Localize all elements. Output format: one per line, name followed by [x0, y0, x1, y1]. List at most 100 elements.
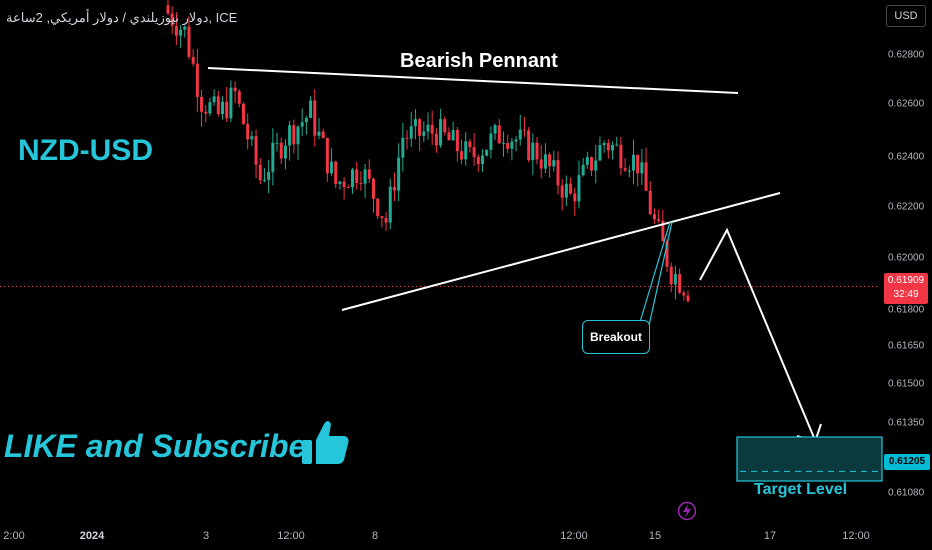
pennant-upper-line — [207, 67, 739, 94]
candle-body — [367, 169, 371, 179]
x-tick-label: 12:00 — [277, 530, 305, 542]
candle-body — [208, 102, 212, 114]
x-tick-label: 8 — [371, 530, 379, 542]
candle-body — [451, 129, 455, 141]
candle-body — [686, 295, 690, 302]
candle-body — [317, 131, 321, 136]
candle-body — [204, 111, 208, 114]
candle-body — [183, 26, 187, 30]
candle-body — [334, 161, 338, 185]
candle-body — [640, 162, 644, 174]
candle-body — [439, 119, 443, 146]
candle-body — [262, 179, 266, 181]
symbol-header[interactable]: دولار نيوزيلندي / دولار أمريكي, 2ساعة, I… — [6, 10, 238, 25]
candle-body — [397, 157, 401, 191]
x-tick-label: 2:00 — [3, 530, 25, 542]
countdown-value: 32:49 — [893, 289, 919, 300]
candle-body — [225, 101, 229, 119]
y-tick-label: 0.61080 — [888, 487, 925, 499]
y-tick-label: 0.62000 — [888, 252, 925, 264]
candle-body — [304, 117, 308, 123]
candle-body — [577, 175, 581, 202]
currency-button[interactable]: USD — [886, 5, 926, 27]
candle-body — [426, 124, 430, 132]
candle-body — [506, 143, 510, 149]
candle-body — [673, 274, 677, 285]
candle-body — [296, 126, 300, 145]
candle-body — [174, 25, 178, 36]
candle-body — [481, 155, 485, 165]
y-tick-label: 0.62400 — [888, 151, 925, 163]
candle-body — [216, 96, 220, 115]
current-price-value: 0.61909 — [887, 275, 925, 286]
candle-body — [598, 145, 602, 161]
candle-body — [355, 169, 359, 184]
candle-body — [611, 144, 615, 151]
y-tick-label: 0.62800 — [888, 49, 925, 61]
candle-body — [594, 160, 598, 171]
candle-body — [221, 101, 225, 115]
candle-body — [652, 214, 656, 220]
candle-body — [187, 26, 191, 57]
candle-body — [321, 131, 325, 138]
candle-body — [564, 183, 568, 198]
candle-body — [166, 5, 170, 14]
candle-body — [330, 161, 334, 174]
candle-body — [493, 125, 497, 134]
candle-body — [258, 164, 262, 181]
candle-body — [627, 170, 631, 172]
cta-text: LIKE and Subscribe — [4, 428, 307, 464]
candle-body — [237, 91, 241, 104]
candle-body — [581, 164, 585, 176]
candle-body — [191, 56, 195, 64]
candle-body — [200, 96, 204, 112]
candle-body — [518, 129, 522, 140]
candle-body — [267, 171, 271, 180]
target-level-label: Target Level — [754, 481, 848, 498]
candle-body — [556, 160, 560, 186]
candle-body — [552, 160, 556, 167]
candle-body — [392, 186, 396, 191]
candle-body — [195, 63, 199, 97]
candle-body — [380, 216, 384, 219]
candle-body — [657, 219, 661, 221]
candle-body — [522, 129, 526, 131]
candle-body — [497, 125, 501, 144]
candle-body — [661, 220, 665, 242]
y-tick-label: 0.61800 — [888, 304, 925, 316]
candle-body — [669, 266, 673, 285]
y-tick-label: 0.62600 — [888, 98, 925, 110]
candle-body — [363, 169, 367, 184]
candle-body — [682, 292, 686, 296]
y-tick-label: 0.61350 — [888, 417, 925, 429]
candle-body — [325, 137, 329, 174]
candle-body — [443, 119, 447, 133]
pattern-label: Bearish Pennant — [400, 50, 558, 72]
candle-body — [644, 162, 648, 191]
candle-body — [388, 186, 392, 223]
candle-body — [292, 125, 296, 145]
candle-body — [527, 130, 531, 161]
candle-body — [229, 87, 233, 119]
candle-body — [279, 142, 283, 159]
x-tick-label: 12:00 — [842, 530, 870, 542]
lightning-icon[interactable] — [678, 500, 696, 522]
candle-body — [447, 132, 451, 141]
candle-body — [422, 131, 426, 136]
candle-body — [384, 218, 388, 223]
candle-body — [233, 87, 237, 92]
current-price-tag: 0.61909 32:49 — [884, 273, 928, 304]
candle-body — [560, 185, 564, 198]
candle-body — [434, 133, 438, 146]
x-tick-label: 2024 — [79, 530, 105, 542]
candle-body — [631, 154, 635, 171]
candle-body — [619, 144, 623, 169]
candle-body — [585, 157, 589, 165]
candle-body — [455, 129, 459, 152]
candle-body — [514, 139, 518, 142]
candle-body — [338, 181, 342, 185]
breakout-pointer — [639, 221, 671, 323]
candle-body — [170, 13, 174, 26]
